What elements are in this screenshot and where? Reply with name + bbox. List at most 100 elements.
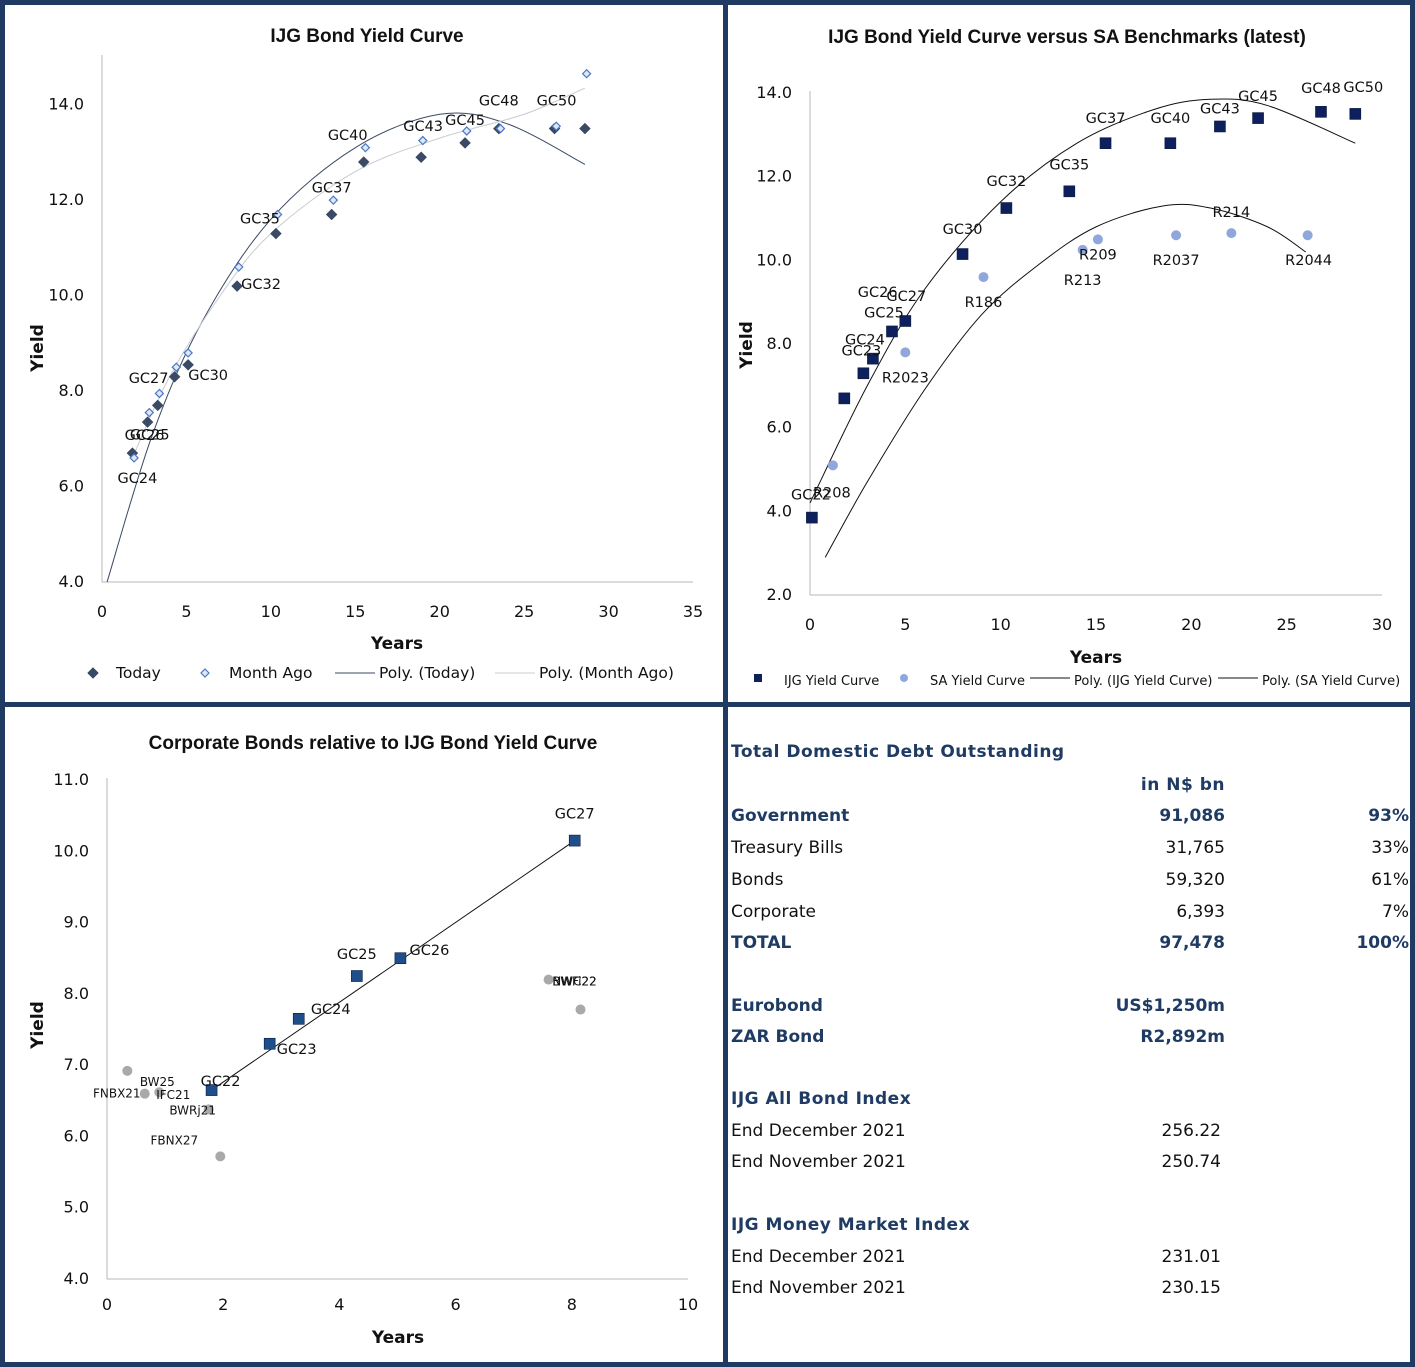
x-tick-label: 6 [451, 1295, 461, 1314]
row-label: TOTAL [731, 933, 792, 953]
point-label: GC30 [188, 368, 228, 384]
data-point [575, 1004, 586, 1015]
legend-label: Today [115, 664, 161, 682]
debt-panel: Total Domestic Debt Outstanding in N$ bn… [731, 707, 1415, 1367]
trendline [131, 87, 586, 459]
data-point [415, 151, 427, 164]
data-point [886, 325, 898, 338]
data-point [328, 195, 339, 206]
row-value: 230.15 [1161, 1278, 1221, 1298]
point-label: R2037 [1153, 253, 1200, 269]
ijg-yield-curve-chart: IJG Bond Yield Curve 0 5 10 15 20 25 30 35 4.0 6.0… [5, 5, 723, 702]
data-point [551, 121, 562, 132]
data-point [154, 1087, 165, 1098]
point-label: GC22 [791, 488, 831, 504]
point-label: GC48 [479, 94, 519, 110]
x-tick-label: 10 [261, 602, 281, 621]
data-point [1063, 185, 1076, 198]
legend-marker [900, 674, 908, 682]
point-label: R2044 [1285, 253, 1332, 269]
point-label: GC23 [841, 343, 881, 359]
x-tick-label: 20 [1181, 615, 1201, 634]
data-point [568, 834, 581, 847]
corporate-bonds-chart: Corporate Bonds relative to IJG Bond Yie… [5, 707, 723, 1367]
ijg-vs-sa-chart: IJG Bond Yield Curve versus SA Benchmark… [728, 5, 1410, 702]
abi-title: IJG All Bond Index [731, 1089, 912, 1109]
x-tick-label: 20 [430, 602, 450, 621]
zar-bond-row: ZAR Bond R2,892m [731, 1027, 1409, 1051]
point-label: R214 [1212, 205, 1250, 221]
y-tick-label: 5.0 [64, 1198, 89, 1217]
x-tick-label: 15 [1086, 615, 1106, 634]
legend-label: IJG Yield Curve [784, 674, 879, 689]
data-point [171, 362, 182, 373]
y-tick-label: 4.0 [59, 572, 84, 591]
row-value: 6,393 [1176, 902, 1225, 922]
data-point [168, 370, 181, 383]
legend-label: Poly. (SA Yield Curve) [1262, 674, 1400, 689]
y-axis-title: Yield [28, 1001, 48, 1050]
point-label: GC26 [858, 285, 898, 301]
x-tick-label: 2 [218, 1295, 228, 1314]
data-point [182, 358, 194, 371]
y-tick-label: 11.0 [53, 770, 89, 789]
mmi-row-dec: End December 2021 231.01 [731, 1247, 1409, 1271]
point-label: GC37 [1086, 111, 1126, 127]
data-point [1000, 202, 1013, 214]
legend-marker [200, 668, 210, 678]
data-point [827, 460, 838, 471]
y-tick-label: 12.0 [48, 190, 84, 209]
legend-label: Poly. (IJG Yield Curve) [1074, 674, 1213, 689]
data-point [203, 1104, 214, 1115]
point-label: R2023 [882, 370, 929, 386]
point-label: GC25 [864, 305, 904, 321]
x-tick-label: 8 [567, 1295, 577, 1314]
x-tick-label: 25 [514, 602, 534, 621]
row-value: 231.01 [1161, 1247, 1221, 1267]
debt-row-total: TOTAL 97,478 100% [731, 933, 1409, 957]
x-axis-title: Years [371, 1328, 424, 1348]
point-label: R186 [965, 295, 1003, 311]
debt-row-tbills: Treasury Bills 31,765 33% [731, 838, 1409, 862]
y-tick-label: 2.0 [767, 585, 792, 604]
point-label: IFC21 [156, 1088, 190, 1102]
point-label: GC22 [201, 1074, 241, 1090]
data-point [215, 1151, 226, 1162]
data-point [263, 1037, 276, 1050]
data-point [183, 348, 193, 358]
x-tick-label: 5 [181, 602, 191, 621]
trendline [824, 203, 1307, 558]
y-tick-label: 4.0 [767, 501, 792, 520]
data-point [867, 352, 879, 365]
point-label: GC40 [328, 128, 368, 144]
data-point [129, 453, 139, 463]
zar-bond-value: R2,892m [1140, 1027, 1225, 1047]
ijg-vs-sa-svg: IJG Bond Yield Curve versus SA Benchmark… [737, 27, 1400, 689]
legend-marker [87, 667, 99, 679]
data-point [899, 315, 912, 327]
x-tick-label: 30 [598, 602, 618, 621]
debt-row-bonds: Bonds 59,320 61% [731, 870, 1409, 894]
mmi-title-row: IJG Money Market Index [731, 1215, 1409, 1239]
point-label: GC43 [403, 119, 443, 135]
legend-label: Month Ago [229, 664, 312, 682]
data-point [978, 272, 989, 283]
point-label: GC35 [1049, 157, 1089, 173]
row-pct: 61% [1371, 870, 1409, 890]
data-point [1302, 230, 1313, 241]
legend-marker [754, 674, 762, 682]
row-value: 59,320 [1165, 870, 1225, 890]
zar-bond-label: ZAR Bond [731, 1027, 825, 1047]
data-point [1349, 108, 1362, 120]
row-label: Bonds [731, 870, 784, 890]
x-axis-title: Years [1069, 648, 1122, 668]
data-point [122, 1065, 133, 1076]
point-label: GC50 [537, 94, 577, 110]
point-label: GC26 [125, 428, 165, 444]
point-label: GC27 [129, 371, 169, 387]
debt-unit: in N$ bn [1140, 775, 1225, 795]
horizontal-divider [0, 702, 1415, 707]
point-label: GC25 [130, 427, 170, 443]
row-value: 250.74 [1161, 1152, 1221, 1172]
debt-title: Total Domestic Debt Outstanding [731, 742, 1065, 762]
